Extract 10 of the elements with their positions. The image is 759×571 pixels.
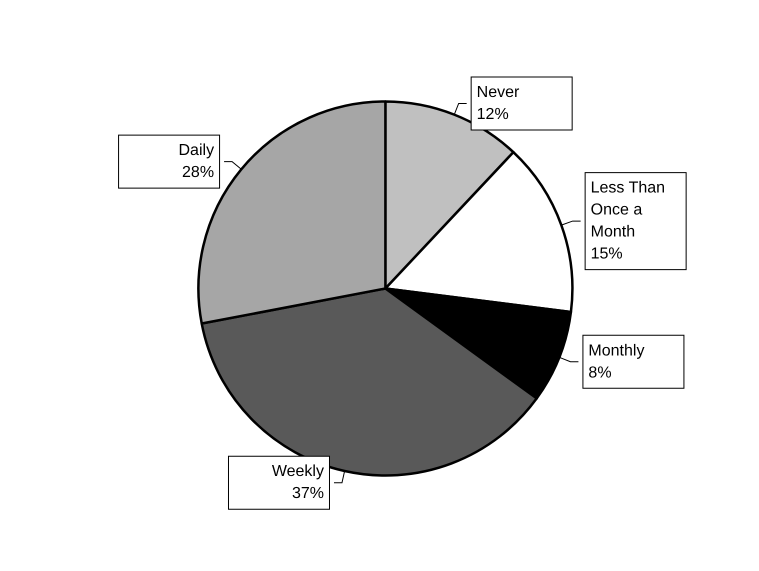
data-label: 8%: [588, 364, 612, 382]
data-label: 37%: [292, 485, 324, 502]
data-label: 12%: [476, 106, 509, 123]
slice-label: Never: [476, 84, 520, 101]
data-label: 28%: [182, 164, 214, 182]
slice-label: Less Than Once a Month: [590, 180, 670, 241]
data-label: 15%: [590, 246, 623, 263]
slice-label: Monthly: [588, 342, 644, 360]
slice-label: Daily: [178, 142, 214, 160]
slice-label: Weekly: [272, 463, 324, 480]
